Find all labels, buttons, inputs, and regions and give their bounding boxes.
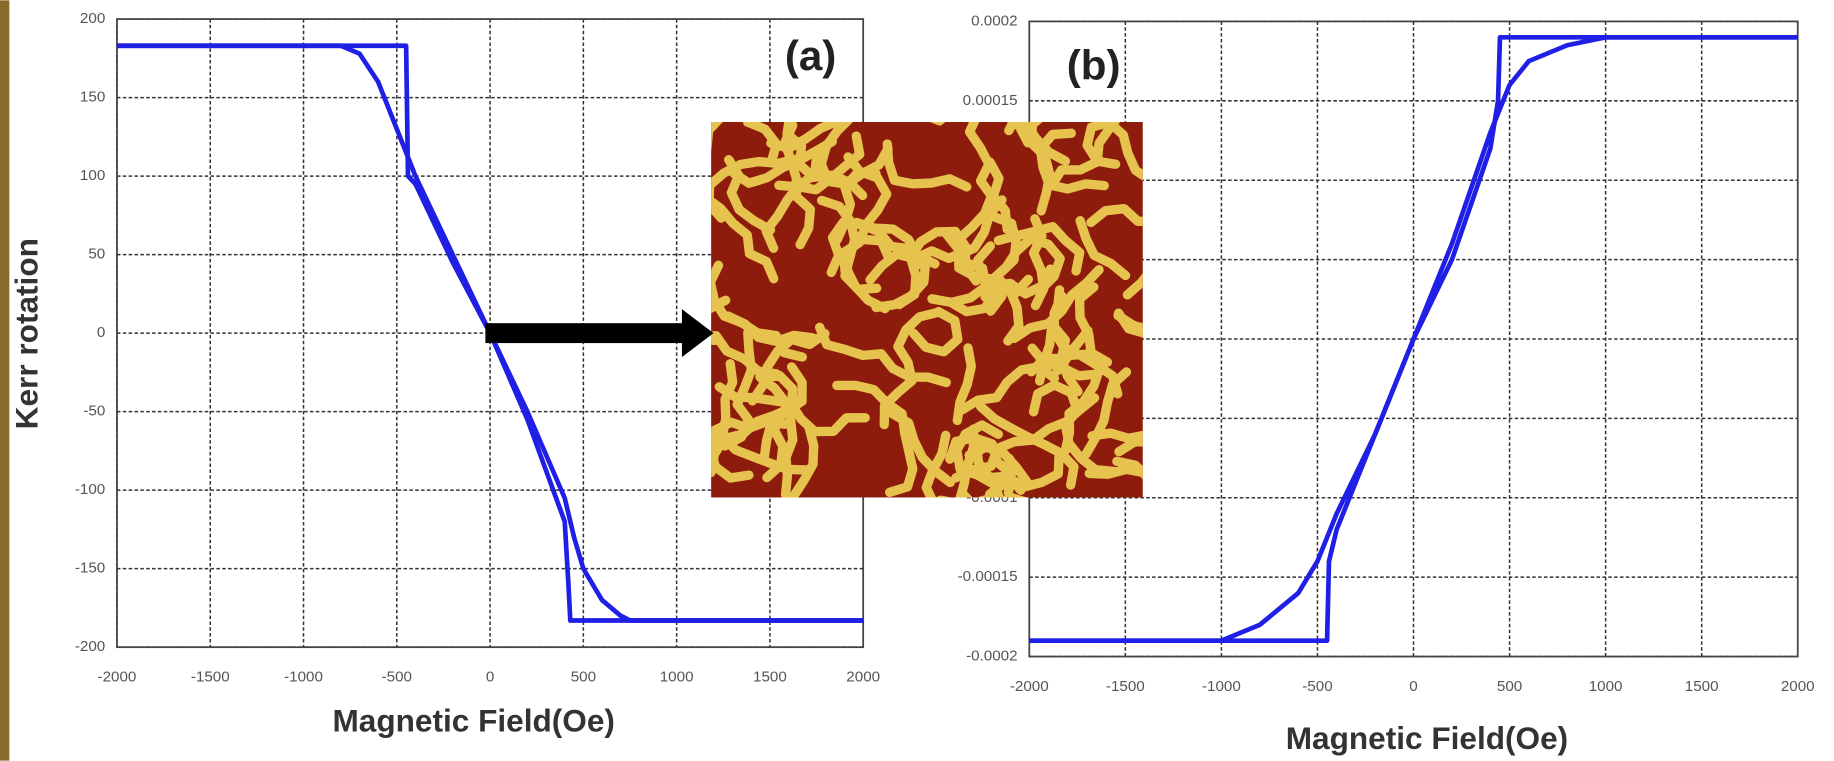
- domain-stripe: [1087, 428, 1143, 444]
- domain-stripe: [942, 229, 1007, 316]
- domain-stripe: [1082, 122, 1143, 181]
- y-tick-label: -200: [75, 638, 105, 655]
- domain-stripe: [991, 271, 1024, 346]
- domain-stripe: [747, 328, 830, 406]
- domain-stripe: [1035, 128, 1109, 194]
- domain-stripe: [1046, 122, 1121, 191]
- domain-stripe: [742, 122, 782, 167]
- domain-stripe: [882, 139, 972, 192]
- domain-stripe: [929, 122, 1033, 148]
- x-tick-label: -1500: [191, 669, 230, 686]
- x-tick-label: -1000: [284, 669, 323, 686]
- x-tick-label: 0: [1409, 678, 1417, 695]
- domain-stripe: [908, 306, 963, 357]
- x-tick-label: -2000: [1010, 678, 1049, 695]
- x-tick-label: -1500: [1106, 678, 1145, 695]
- domain-stripe: [711, 331, 782, 379]
- domain-stripe: [952, 420, 1005, 498]
- border-strip: [0, 0, 10, 761]
- y-tick-label: 200: [80, 10, 105, 27]
- panel-annotation: (b): [1067, 41, 1121, 88]
- domain-stripe: [1009, 264, 1104, 344]
- x-tick-label: 500: [571, 669, 596, 686]
- domain-stripe: [787, 422, 819, 498]
- y-tick-label: 100: [80, 167, 105, 184]
- y-tick-label: -0.00015: [958, 568, 1018, 585]
- hysteresis-branch: [1029, 34, 1798, 643]
- x-tick-label: 1000: [1589, 678, 1623, 695]
- domain-stripe: [1074, 282, 1113, 367]
- domain-image: [711, 122, 1143, 498]
- domain-stripe: [953, 122, 997, 245]
- domain-stripe: [832, 168, 881, 245]
- domain-stripe: [711, 370, 798, 478]
- x-tick-label: -500: [382, 669, 412, 686]
- arrow-shaft: [485, 323, 685, 344]
- domain-stripe: [871, 258, 931, 313]
- domain-stripe: [921, 430, 951, 498]
- arrow-head: [681, 309, 714, 358]
- x-tick-label: 0: [486, 669, 494, 686]
- domain-stripe: [755, 372, 798, 498]
- domain-stripe: [815, 322, 951, 388]
- y-tick-label: -0.0002: [966, 648, 1018, 665]
- domain-stripe: [826, 217, 925, 278]
- domain-stripe: [894, 226, 981, 310]
- domain-stripe: [728, 136, 837, 188]
- y-tick-label: -150: [75, 560, 105, 577]
- x-tick-label: -2000: [98, 669, 137, 686]
- domain-stripes: [711, 122, 1143, 498]
- y-tick-label: 0.0002: [971, 12, 1017, 29]
- x-tick-label: 2000: [846, 669, 880, 686]
- x-tick-label: 2000: [1781, 678, 1815, 695]
- domain-stripe: [1075, 216, 1131, 281]
- y-tick-label: -50: [83, 403, 105, 420]
- x-axis-label: Magnetic Field(Oe): [1286, 720, 1568, 756]
- x-tick-label: 1500: [1685, 678, 1719, 695]
- domain-stripe: [972, 439, 1026, 495]
- domain-stripe: [952, 343, 976, 426]
- domain-stripe: [711, 195, 779, 284]
- domain-stripe: [1113, 308, 1143, 338]
- domain-stripe: [780, 122, 816, 250]
- domain-stripe: [711, 295, 731, 314]
- domain-stripe: [714, 382, 870, 437]
- panel-annotation: (a): [785, 32, 836, 79]
- domain-stripe: [723, 311, 818, 347]
- domain-stripe: [1084, 464, 1143, 479]
- y-tick-label: 0: [97, 324, 105, 341]
- x-axis-label: Magnetic Field(Oe): [332, 703, 614, 739]
- domain-stripe: [989, 212, 1021, 278]
- x-tick-label: -500: [1302, 678, 1332, 695]
- x-tick-label: -1000: [1202, 678, 1241, 695]
- x-tick-label: 500: [1497, 678, 1522, 695]
- arrow: [485, 309, 714, 358]
- y-axis-label: Kerr rotation: [9, 238, 45, 429]
- x-tick-label: 1500: [753, 669, 787, 686]
- y-tick-label: -100: [75, 481, 105, 498]
- y-tick-label: 50: [88, 246, 105, 263]
- domain-stripe: [952, 195, 1007, 261]
- domain-stripe: [1086, 204, 1143, 300]
- domain-stripe: [1026, 325, 1093, 377]
- y-tick-label: 0.00015: [963, 92, 1018, 109]
- x-tick-label: 1000: [660, 669, 694, 686]
- domain-stripe: [711, 122, 723, 151]
- domain-stripe: [711, 327, 757, 451]
- y-tick-label: 150: [80, 89, 105, 106]
- domain-stripe: [832, 380, 918, 497]
